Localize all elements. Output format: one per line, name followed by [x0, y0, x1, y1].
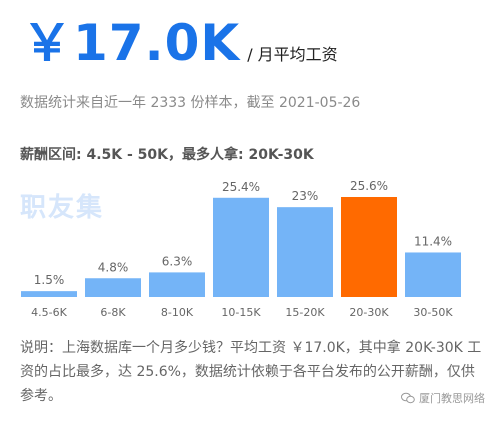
bar-value-label: 25.6%: [350, 179, 388, 193]
bar-10-15K: [213, 197, 269, 297]
bar-8-10K: [149, 272, 205, 297]
bar-value-label: 6.3%: [162, 254, 193, 268]
footer-brand: 厦门教思网络: [401, 390, 485, 406]
salary-header: ￥17.0K / 月平均工资: [22, 8, 338, 78]
description-note: 说明：上海数据库一个月多少钱？平均工资 ￥17.0K，其中拿 20K-30K 工…: [20, 340, 482, 404]
bar-value-label: 11.4%: [414, 234, 452, 248]
wechat-icon: [401, 392, 415, 404]
bar-30-50K: [405, 252, 461, 297]
bar-group: 1.5% 4.5-6K 4.8% 6-8K 6.3% 8-10K 25.4% 10-15K 23…: [21, 179, 461, 319]
average-salary: ￥17.0K: [22, 14, 241, 72]
x-tick-label: 6-8K: [100, 306, 126, 319]
salary-range: 薪酬区间: 4.5K - 50K，最多人拿: 20K-30K: [20, 147, 314, 163]
bar-value-label: 25.4%: [222, 180, 260, 194]
bar-4.5-6K: [21, 291, 77, 297]
bar-20-30K: [341, 197, 397, 297]
bar-value-label: 4.8%: [98, 260, 129, 274]
bar-15-20K: [277, 207, 333, 297]
x-tick-label: 10-15K: [221, 306, 261, 319]
salary-distribution-chart: 1.5% 4.5-6K 4.8% 6-8K 6.3% 8-10K 25.4% 10-15K 23…: [21, 179, 461, 319]
sample-info: 数据统计来自近一年 2333 份样本，截至 2021-05-26: [20, 95, 361, 111]
bar-value-label: 1.5%: [34, 273, 65, 287]
x-tick-label: 15-20K: [285, 306, 325, 319]
x-tick-label: 30-50K: [413, 306, 453, 319]
salary-unit: / 月平均工资: [247, 45, 338, 64]
x-tick-label: 8-10K: [161, 306, 194, 319]
bar-value-label: 23%: [292, 189, 319, 203]
x-tick-label: 4.5-6K: [31, 306, 67, 319]
watermark-logo: 职友集: [20, 193, 105, 223]
x-tick-label: 20-30K: [349, 306, 389, 319]
bar-6-8K: [85, 278, 141, 297]
footer-brand-text: 厦门教思网络: [419, 392, 485, 405]
